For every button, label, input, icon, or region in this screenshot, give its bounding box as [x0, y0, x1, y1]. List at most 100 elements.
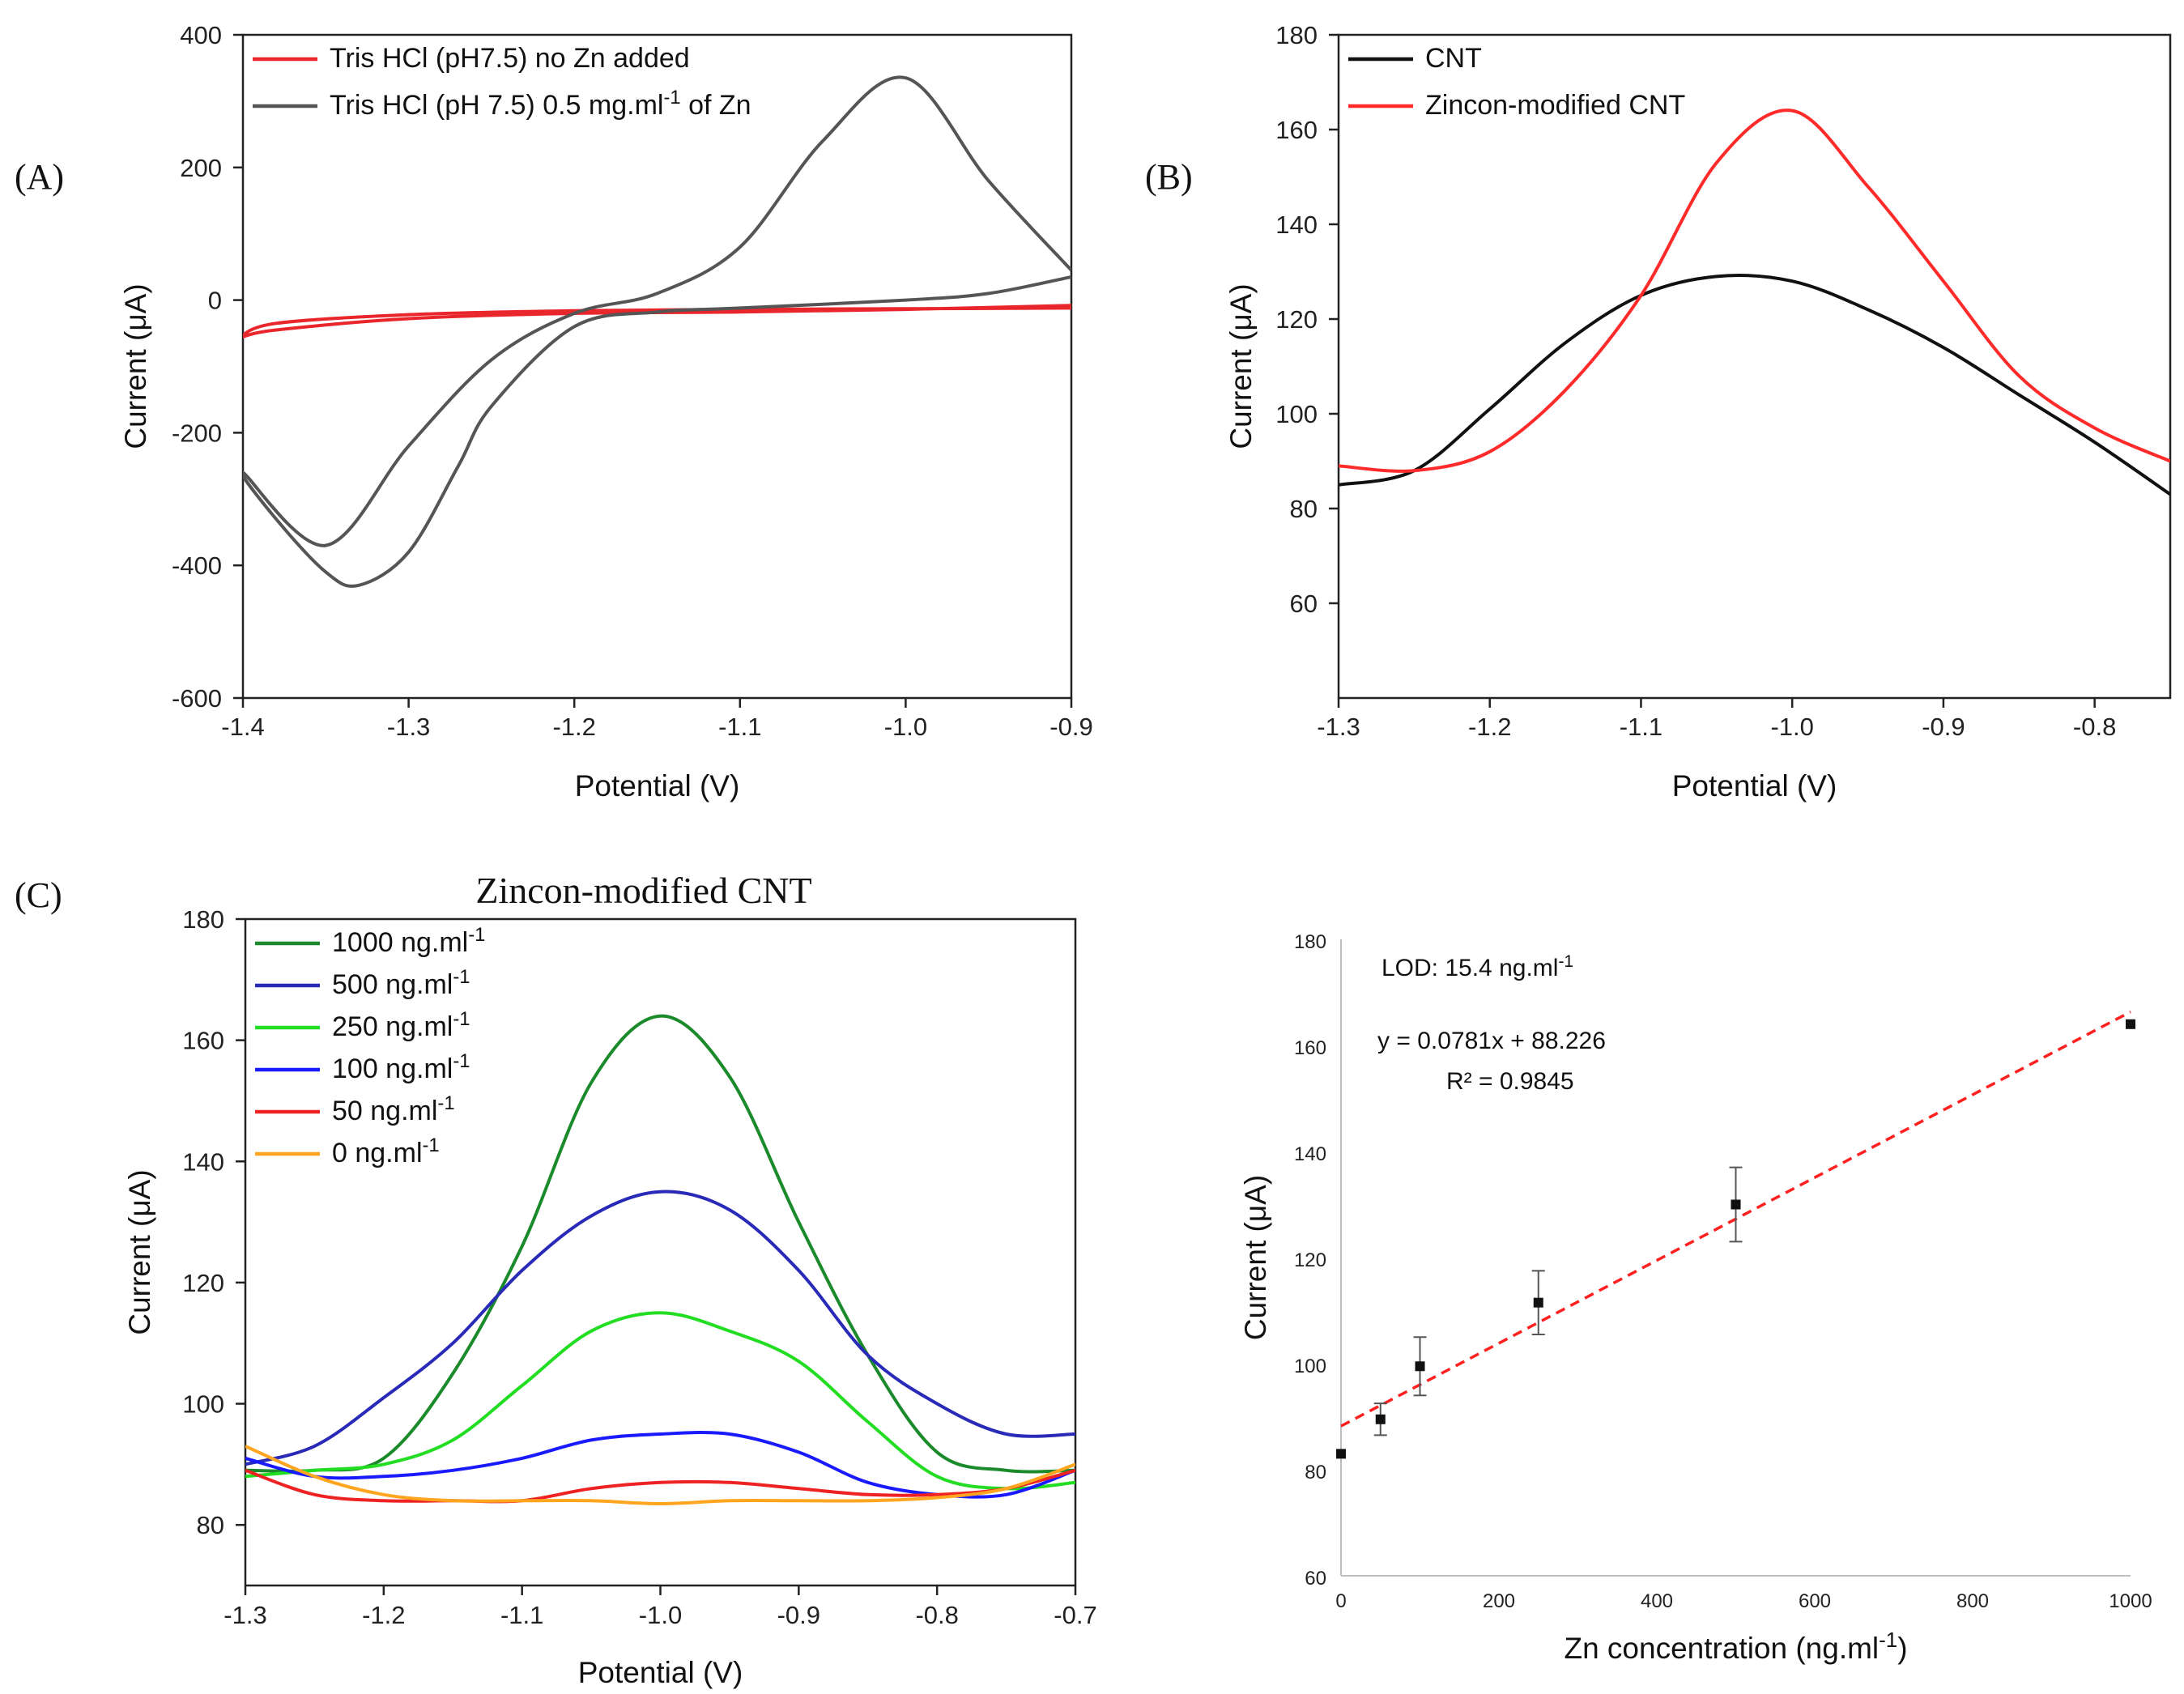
series-line: [245, 1468, 1075, 1504]
x-axis-title-part: Zn concentration (ng.ml: [1564, 1632, 1879, 1665]
legend-label: 0 ng.ml-1: [332, 1134, 440, 1169]
x-tick-label: -1.2: [362, 1601, 405, 1629]
x-tick-label: -0.8: [2073, 713, 2116, 741]
y-tick-label: 100: [182, 1390, 224, 1419]
y-tick-label: -400: [172, 551, 222, 580]
x-axis-title: Potential (V): [1672, 769, 1837, 802]
legend-label: 1000 ng.ml-1: [332, 924, 485, 959]
x-tick-label: -1.0: [639, 1601, 682, 1629]
x-tick-label: 800: [1956, 1590, 1989, 1612]
x-tick-label: -1.0: [1770, 713, 1813, 741]
legend-label-superscript: -1: [453, 966, 470, 988]
series-line: [1339, 274, 2170, 496]
y-tick-label: 140: [182, 1147, 224, 1176]
trendline-equation: y = 0.0781x + 88.226: [1377, 1028, 1606, 1054]
x-tick-label: 600: [1799, 1590, 1831, 1612]
y-tick-label: 400: [180, 21, 222, 49]
series-group: [243, 75, 1071, 588]
legend-label: Zincon-modified CNT: [1425, 90, 1685, 121]
x-axis-title: Zn concentration (ng.ml-1): [1564, 1629, 1907, 1665]
chart-panel-a: (A) -1.4 -1.3 -1.2 -1.1 -1.0 -0.9 -600 -400 -200 0…: [15, 21, 1093, 802]
x-tick-label: -0.9: [1922, 713, 1965, 741]
plot-frame: [1337, 33, 2172, 700]
legend-label: 100 ng.ml-1: [332, 1050, 470, 1085]
legend-label: 50 ng.ml-1: [332, 1092, 455, 1127]
chart-panel-d: 0 200 400 600 800 1000 60 80 100 120 140 160 180 Zn c…: [1239, 931, 2152, 1665]
legend-label-part: 0 ng.ml: [332, 1138, 423, 1168]
series-group: [1339, 109, 2170, 496]
data-point: [2126, 1019, 2135, 1029]
y-tick-label: -200: [172, 419, 222, 447]
y-tick-label: 60: [1290, 589, 1318, 618]
legend-label: 500 ng.ml-1: [332, 966, 470, 1001]
y-tick-label: 80: [1290, 495, 1318, 523]
x-tick-label: -1.1: [1620, 713, 1662, 741]
x-axis-title-superscript: -1: [1879, 1629, 1897, 1652]
legend-label-part: 1000 ng.ml: [332, 927, 468, 958]
legend-label-superscript: -1: [663, 87, 680, 109]
x-tick-label: -0.9: [1049, 713, 1092, 741]
y-tick-label: 80: [197, 1511, 224, 1539]
lod-annotation-part: LOD: 15.4 ng.ml: [1381, 955, 1558, 981]
x-tick-label: 200: [1483, 1590, 1515, 1612]
x-tick-label: -1.3: [1317, 713, 1360, 741]
legend-label-part: 250 ng.ml: [332, 1011, 453, 1042]
r-squared-value: R² = 0.9845: [1446, 1068, 1574, 1095]
x-tick-label: -1.3: [387, 713, 430, 741]
x-axis-title: Potential (V): [578, 1656, 743, 1689]
data-point: [1415, 1361, 1425, 1372]
y-tick-label: 160: [1275, 116, 1318, 144]
series-line: [243, 75, 1071, 588]
y-tick-label: 180: [1275, 21, 1318, 49]
plot-frame: [241, 33, 1073, 700]
x-tick-label: -1.3: [224, 1601, 266, 1629]
legend-label: CNT: [1425, 43, 1482, 74]
series-line: [1339, 109, 2170, 473]
chart-title: Zincon-modified CNT: [475, 870, 811, 911]
y-axis-title: Current (μA): [1239, 1175, 1272, 1340]
series-line: [245, 1014, 1075, 1474]
y-tick-label: 60: [1305, 1568, 1326, 1590]
legend-label-part: Tris HCl (pH7.5) no Zn added: [330, 43, 690, 74]
series-line: [245, 1445, 1075, 1505]
legend-label-part: of Zn: [681, 90, 751, 121]
panel-label: (A): [15, 157, 64, 197]
series-line: [245, 1190, 1075, 1466]
data-point: [1533, 1297, 1543, 1308]
legend-label: 250 ng.ml-1: [332, 1008, 470, 1043]
x-tick-label: 0: [1335, 1590, 1346, 1612]
x-tick-label: -1.0: [884, 713, 927, 741]
y-tick-label: 160: [1294, 1037, 1326, 1059]
data-point: [1375, 1414, 1386, 1424]
data-point: [1336, 1449, 1346, 1459]
series-group: [245, 1014, 1075, 1505]
series-line: [245, 1311, 1075, 1491]
legend-label-superscript: -1: [437, 1092, 454, 1114]
legend-label-part: Tris HCl (pH 7.5) 0.5 mg.ml: [330, 90, 663, 121]
x-tick-label: -0.8: [915, 1601, 958, 1629]
y-axis-title: Current (μA): [123, 1169, 156, 1334]
x-tick-label: -0.7: [1054, 1601, 1096, 1629]
x-tick-label: 1000: [2109, 1590, 2152, 1612]
x-tick-label: 400: [1641, 1590, 1673, 1612]
y-tick-label: 120: [1275, 305, 1318, 334]
y-tick-label: 180: [182, 905, 224, 934]
series-line: [243, 304, 1071, 338]
y-tick-label: 100: [1275, 400, 1318, 428]
legend-label-superscript: -1: [468, 924, 485, 946]
legend-label-part: 500 ng.ml: [332, 969, 453, 1000]
y-axis-title: Current (μA): [1224, 283, 1258, 449]
y-tick-label: 160: [182, 1027, 224, 1055]
y-tick-label: -600: [172, 684, 222, 713]
x-tick-label: -1.1: [500, 1601, 543, 1629]
legend-label: Tris HCl (pH7.5) no Zn added: [330, 43, 690, 74]
x-tick-label: -1.2: [552, 713, 595, 741]
legend-label-part: 50 ng.ml: [332, 1096, 437, 1126]
panel-label: (C): [15, 875, 62, 915]
legend-label-superscript: -1: [423, 1134, 440, 1156]
x-tick-label: -1.2: [1468, 713, 1511, 741]
x-axis-title: Potential (V): [575, 769, 740, 802]
chart-panel-b: (B) -1.3 -1.2 -1.1 -1.0 -0.9 -0.8 60 80 100 120 140…: [1145, 21, 2172, 802]
legend-label-part: 100 ng.ml: [332, 1053, 453, 1084]
legend-label: Tris HCl (pH 7.5) 0.5 mg.ml-1 of Zn: [330, 87, 751, 121]
